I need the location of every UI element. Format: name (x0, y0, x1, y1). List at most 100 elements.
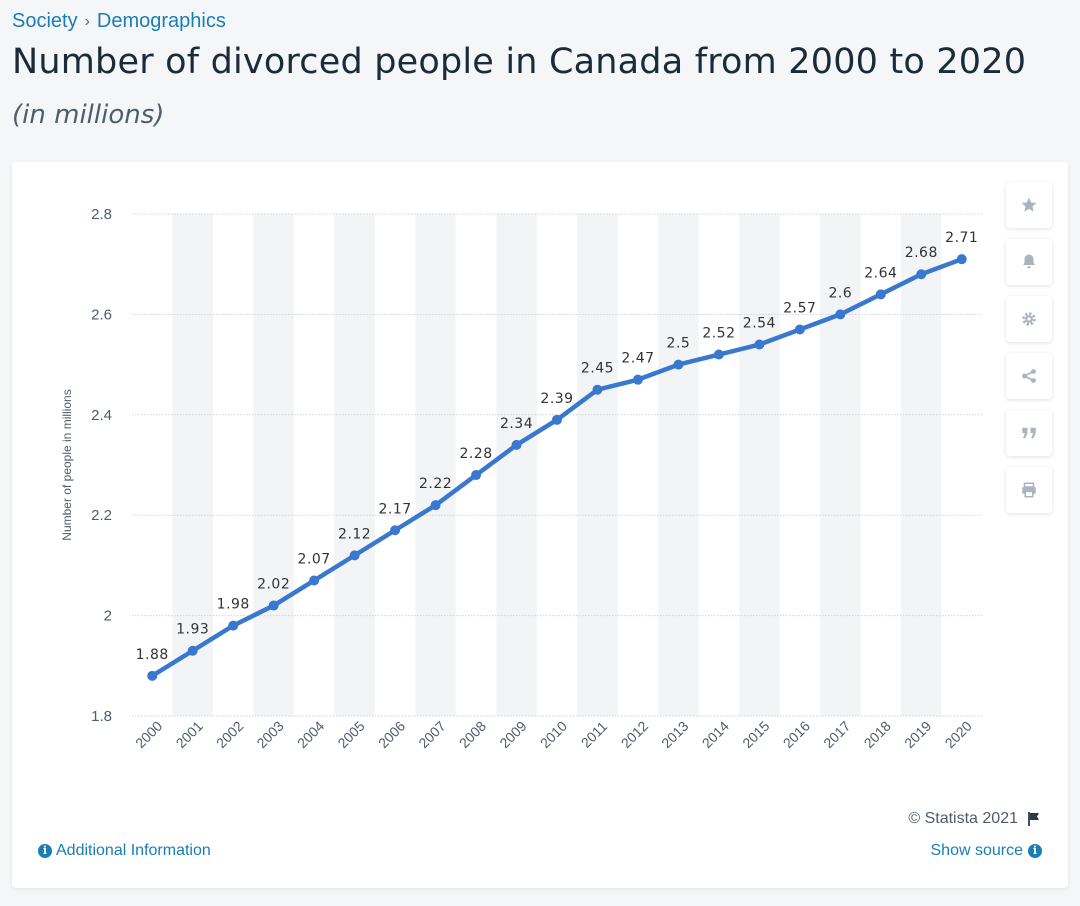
data-label: 2.07 (298, 551, 331, 567)
data-point (309, 575, 320, 586)
data-label: 2.52 (702, 326, 735, 342)
data-label: 2.47 (621, 351, 654, 367)
flag-icon[interactable] (1026, 811, 1042, 827)
credit-text: © Statista 2021 (908, 810, 1018, 827)
x-tick-label: 2017 (820, 718, 853, 751)
quote-icon (1022, 427, 1036, 439)
x-tick-label: 2015 (739, 718, 772, 751)
statista-credit: © Statista 2021 (908, 810, 1042, 828)
notification-button[interactable] (1006, 239, 1052, 285)
column-band (901, 214, 942, 716)
x-tick-label: 2018 (861, 718, 894, 751)
x-tick-label: 2020 (942, 718, 975, 751)
x-tick-label: 2014 (699, 718, 732, 751)
column-band (334, 214, 375, 716)
page-title: Number of divorced people in Canada from… (12, 42, 1027, 82)
column-band (577, 214, 618, 716)
column-band (820, 214, 861, 716)
x-tick-label: 2013 (658, 718, 691, 751)
data-point (835, 309, 846, 320)
data-point (187, 645, 198, 656)
y-tick-label: 2.4 (91, 407, 112, 424)
show-source-label: Show source (930, 842, 1024, 859)
x-tick-label: 2002 (213, 718, 246, 751)
data-label: 2.6 (828, 285, 852, 301)
x-tick-label: 2012 (618, 718, 651, 751)
data-label: 2.39 (540, 391, 573, 407)
data-point (511, 439, 522, 450)
column-band (658, 214, 699, 716)
cite-button[interactable] (1006, 410, 1052, 456)
data-point (592, 384, 603, 395)
gear-icon (1022, 312, 1036, 326)
data-point (268, 600, 279, 611)
data-label: 2.54 (743, 316, 776, 332)
data-point (875, 289, 886, 300)
x-tick-label: 2019 (901, 718, 934, 751)
data-point (713, 349, 724, 360)
page-subtitle: (in millions) (12, 100, 165, 130)
data-label: 2.17 (379, 501, 412, 517)
x-tick-label: 2001 (173, 718, 206, 751)
x-tick-label: 2009 (496, 718, 529, 751)
share-icon (1022, 369, 1036, 383)
breadcrumb: Society › Demographics (12, 10, 226, 33)
data-label: 2.02 (257, 577, 290, 593)
show-source-link[interactable]: Show source i (930, 842, 1042, 860)
x-tick-label: 2000 (132, 718, 165, 751)
data-point (552, 414, 562, 425)
data-point (673, 359, 684, 370)
data-point (632, 374, 643, 385)
settings-button[interactable] (1006, 296, 1052, 342)
data-point (147, 670, 158, 681)
column-band (415, 214, 456, 716)
x-tick-label: 2007 (415, 718, 448, 751)
data-label: 2.28 (459, 446, 492, 462)
x-tick-label: 2016 (780, 718, 813, 751)
data-label: 2.64 (864, 265, 897, 281)
data-label: 2.57 (783, 300, 816, 316)
share-button[interactable] (1006, 353, 1052, 399)
print-button[interactable] (1006, 467, 1052, 513)
x-tick-label: 2011 (578, 718, 611, 751)
data-point (956, 254, 967, 265)
data-point (794, 324, 805, 335)
data-point (916, 269, 927, 280)
x-tick-label: 2008 (456, 718, 489, 751)
chart-toolbar (1006, 182, 1052, 524)
star-icon (1021, 197, 1037, 212)
favorite-button[interactable] (1006, 182, 1052, 228)
column-band (496, 214, 537, 716)
data-label: 1.93 (176, 622, 209, 638)
bell-icon (1023, 254, 1035, 269)
y-axis-label: Number of people in millions (60, 389, 74, 540)
breadcrumb-demographics-link[interactable]: Demographics (96, 10, 226, 32)
data-label: 2.45 (581, 361, 614, 377)
data-point (349, 550, 360, 561)
y-tick-label: 2 (104, 608, 112, 625)
x-tick-label: 2004 (294, 718, 327, 751)
y-tick-label: 2.8 (91, 206, 112, 223)
y-tick-label: 2.6 (91, 306, 112, 323)
additional-information-link[interactable]: i Additional Information (38, 842, 211, 860)
data-label: 2.71 (945, 230, 978, 246)
breadcrumb-society-link[interactable]: Society (12, 10, 78, 32)
data-label: 1.88 (136, 647, 169, 663)
data-label: 2.68 (905, 245, 938, 261)
data-point (390, 525, 401, 536)
additional-information-label: Additional Information (56, 842, 211, 859)
info-icon: i (38, 844, 52, 858)
data-label: 2.22 (419, 476, 452, 492)
data-label: 2.34 (500, 416, 533, 432)
data-point (228, 620, 239, 631)
column-band (253, 214, 294, 716)
chart-card: 1.8 2 2.2 2.4 2.6 2.8 Number of people in mill… (12, 162, 1068, 888)
x-tick-label: 2010 (537, 718, 570, 751)
column-band (172, 214, 213, 716)
info-icon: i (1028, 844, 1042, 858)
line-chart: 1.8 2 2.2 2.4 2.6 2.8 Number of people in mill… (60, 206, 982, 751)
print-icon (1022, 482, 1036, 498)
x-tick-label: 2006 (375, 718, 408, 751)
data-label: 2.5 (667, 336, 691, 352)
column-band (739, 214, 780, 716)
